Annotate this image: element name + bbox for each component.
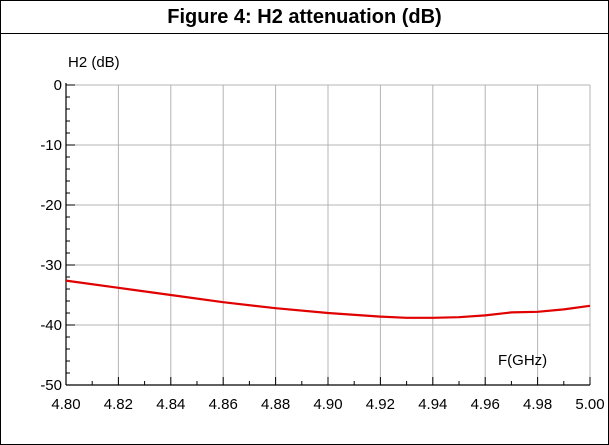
x-tick-label: 4.98 bbox=[523, 396, 552, 413]
x-tick-label: 4.82 bbox=[104, 396, 133, 413]
x-axis-label: F(GHz) bbox=[498, 352, 547, 369]
x-tick-label: 4.94 bbox=[418, 396, 447, 413]
x-tick-label: 4.90 bbox=[313, 396, 342, 413]
x-tick-label: 4.86 bbox=[209, 396, 238, 413]
x-tick-label: 5.00 bbox=[575, 396, 604, 413]
chart-title: Figure 4: H2 attenuation (dB) bbox=[167, 5, 442, 28]
series-layer bbox=[65, 279, 591, 319]
axes bbox=[65, 83, 591, 386]
y-tick-label: -20 bbox=[40, 197, 62, 214]
x-tick-label: 4.96 bbox=[471, 396, 500, 413]
x-tick-label: 4.88 bbox=[261, 396, 290, 413]
x-tick-label: 4.92 bbox=[366, 396, 395, 413]
grid bbox=[66, 84, 591, 385]
figure-title-bar: Figure 4: H2 attenuation (dB) bbox=[1, 1, 608, 34]
y-tick-label: -50 bbox=[40, 377, 62, 394]
y-tick-label: -30 bbox=[40, 257, 62, 274]
y-tick-label: 0 bbox=[54, 77, 62, 94]
x-tick-label: 4.84 bbox=[156, 396, 185, 413]
y-axis-label: H2 (dB) bbox=[68, 54, 120, 71]
x-tick-label: 4.80 bbox=[51, 396, 80, 413]
y-tick-label: -10 bbox=[40, 137, 62, 154]
y-tick-label: -40 bbox=[40, 317, 62, 334]
tick-labels: 4.80 4.82 4.84 4.86 4.88 4.90 4.92 4.94 4.96 4.98… bbox=[40, 77, 604, 413]
